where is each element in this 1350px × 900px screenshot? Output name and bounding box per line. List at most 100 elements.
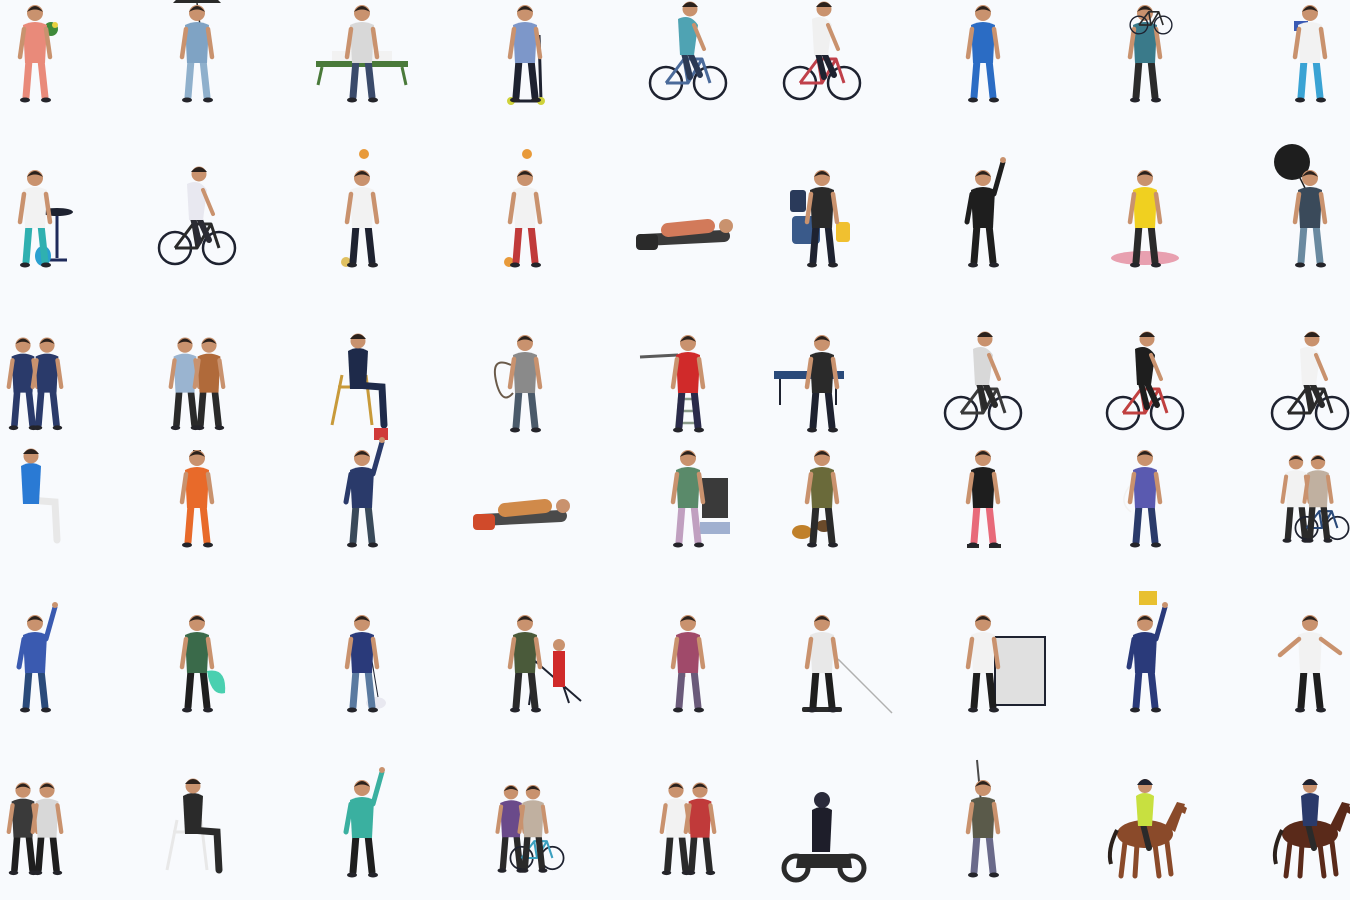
cutout-motorcyclist bbox=[747, 755, 897, 900]
cutout-man-carrying-bike bbox=[1070, 0, 1220, 130]
woman-waving-figure bbox=[964, 157, 1006, 268]
woman-with-flowers-figure bbox=[17, 5, 58, 103]
cutout-couple-hugging bbox=[0, 755, 110, 900]
man-on-ladder-figure bbox=[639, 335, 706, 433]
cutout-man-on-folding-chair bbox=[287, 310, 437, 460]
cutout-woman-in-chair bbox=[122, 755, 272, 900]
cutout-older-cyclist bbox=[122, 145, 272, 295]
cutout-person-on-scooter bbox=[450, 0, 600, 130]
cutout-woman-with-umbrella bbox=[122, 0, 272, 130]
cutout-man-at-grill bbox=[0, 145, 110, 295]
cutout-man-riding-bike bbox=[1235, 310, 1350, 460]
cutout-woman-with-yellow-backpack bbox=[908, 0, 1058, 130]
man-holding-sign-figure bbox=[343, 428, 388, 548]
cutout-couple-with-bike bbox=[1235, 425, 1350, 575]
woman-with-yellow-backpack-figure bbox=[965, 5, 1001, 103]
man-with-pole-figure bbox=[802, 615, 893, 714]
two-people-with-pole-figure bbox=[965, 759, 1001, 878]
couple-hugging-figure bbox=[6, 782, 64, 876]
cutout-rider-on-dark-horse bbox=[1235, 755, 1350, 900]
cutout-man-with-cable bbox=[1070, 425, 1220, 575]
couple-on-blanket-figure bbox=[1111, 170, 1179, 268]
cutout-person-lying-on-ground bbox=[450, 425, 600, 575]
cutout-person-hanging-upside-down bbox=[1070, 590, 1220, 740]
cutout-two-people-with-pole bbox=[908, 755, 1058, 900]
woman-with-luggage-cart-figure bbox=[790, 170, 850, 268]
cutout-woman-sitting-on-phone bbox=[0, 425, 110, 575]
woman-sitting-on-phone-figure bbox=[21, 448, 61, 544]
people-at-picnic-table-figure bbox=[316, 5, 408, 103]
person-hanging-upside-down-figure bbox=[1126, 591, 1168, 713]
cutout-woman-with-dark-umbrella bbox=[1235, 144, 1350, 295]
table-tennis-players-figure bbox=[774, 335, 844, 433]
cyclist-on-red-bike-figure bbox=[782, 1, 862, 101]
cutout-man-with-pole bbox=[747, 590, 897, 740]
cutout-man-at-bbq bbox=[613, 425, 763, 575]
cutout-two-women-with-bike bbox=[450, 755, 600, 900]
two-women-with-bike-figure bbox=[495, 785, 565, 873]
man-walking-dog-figure bbox=[344, 615, 386, 713]
rider-on-horse-hiviz-figure bbox=[1107, 779, 1187, 879]
cutout-woman-with-flowers bbox=[0, 0, 110, 130]
cutout-table-tennis-players bbox=[747, 310, 897, 460]
man-riding-bike-figure bbox=[1270, 331, 1350, 431]
man-lying-on-bags-figure bbox=[636, 219, 733, 250]
person-lying-on-ground-figure bbox=[473, 499, 570, 530]
woman-in-purple-coat-figure bbox=[670, 615, 706, 713]
rider-on-dark-horse-figure bbox=[1272, 779, 1350, 879]
cutout-rider-on-horse-hiviz bbox=[1070, 755, 1220, 900]
woman-in-chair-figure bbox=[165, 778, 223, 874]
cutout-man-holding-sign bbox=[287, 425, 437, 575]
motorcyclist-figure bbox=[781, 792, 867, 883]
cutout-man-carrying-panel bbox=[908, 590, 1058, 740]
man-with-dogs-figure bbox=[792, 450, 840, 548]
elderly-couple-walking-figure bbox=[6, 337, 64, 431]
woman-with-umbrella-figure bbox=[173, 0, 221, 103]
cutout-man-in-white-tee bbox=[1235, 590, 1350, 740]
cutout-woman-waving bbox=[908, 145, 1058, 295]
man-on-folding-chair-figure bbox=[330, 333, 388, 429]
woman-with-dark-umbrella-figure bbox=[1274, 144, 1328, 268]
tourists-with-map-figure bbox=[659, 782, 717, 876]
man-carrying-bike-figure bbox=[1127, 5, 1173, 103]
cutout-soccer-player bbox=[287, 145, 437, 295]
cutout-man-reading-book bbox=[1235, 0, 1350, 130]
cutout-cyclist-with-backpack bbox=[613, 0, 763, 130]
couple-with-bike-figure bbox=[1280, 455, 1350, 543]
cutout-elderly-couple-walking bbox=[0, 310, 110, 460]
cutout-man-stretching bbox=[0, 590, 110, 740]
cutout-man-with-green-bag bbox=[122, 590, 272, 740]
man-with-hose-figure bbox=[493, 335, 543, 433]
cyclist-with-basket-figure bbox=[943, 331, 1023, 431]
cutout-rollerblader bbox=[908, 425, 1058, 575]
cutout-woman-in-purple-coat bbox=[613, 590, 763, 740]
man-at-bbq-figure bbox=[670, 450, 730, 548]
cutout-woman-cheering bbox=[287, 755, 437, 900]
cutout-couple-on-blanket bbox=[1070, 145, 1220, 295]
older-cyclist-figure bbox=[157, 166, 237, 266]
cutout-man-on-ladder bbox=[613, 310, 763, 460]
man-in-white-tee-figure bbox=[1277, 615, 1343, 713]
cutout-man-with-dogs bbox=[747, 425, 897, 575]
woman-cheering-figure bbox=[343, 767, 385, 878]
cutout-man-walking-dog bbox=[287, 590, 437, 740]
cutout-woman-with-luggage-cart bbox=[747, 145, 897, 295]
man-with-cable-figure bbox=[1123, 450, 1163, 548]
cutout-two-women-walking bbox=[122, 310, 272, 460]
man-with-green-bag-figure bbox=[179, 615, 226, 713]
kids-playing-ball-figure bbox=[504, 149, 543, 268]
cyclist-with-backpack-figure bbox=[648, 1, 728, 101]
cutout-woman-in-orange-taking-photo bbox=[122, 425, 272, 575]
soccer-player-figure bbox=[341, 149, 380, 268]
woman-on-red-bike-figure bbox=[1105, 331, 1185, 431]
man-reading-book-figure bbox=[1292, 5, 1328, 103]
cutout-cyclist-on-red-bike bbox=[747, 0, 897, 130]
cutout-man-lying-on-bags bbox=[613, 145, 763, 295]
man-carrying-panel-figure bbox=[965, 615, 1046, 713]
woman-in-orange-taking-photo-figure bbox=[179, 450, 215, 548]
cutout-people-at-picnic-table bbox=[287, 0, 437, 130]
two-women-walking-figure bbox=[168, 337, 226, 431]
cutout-woman-on-red-bike bbox=[1070, 310, 1220, 460]
cutout-kids-playing-ball bbox=[450, 145, 600, 295]
